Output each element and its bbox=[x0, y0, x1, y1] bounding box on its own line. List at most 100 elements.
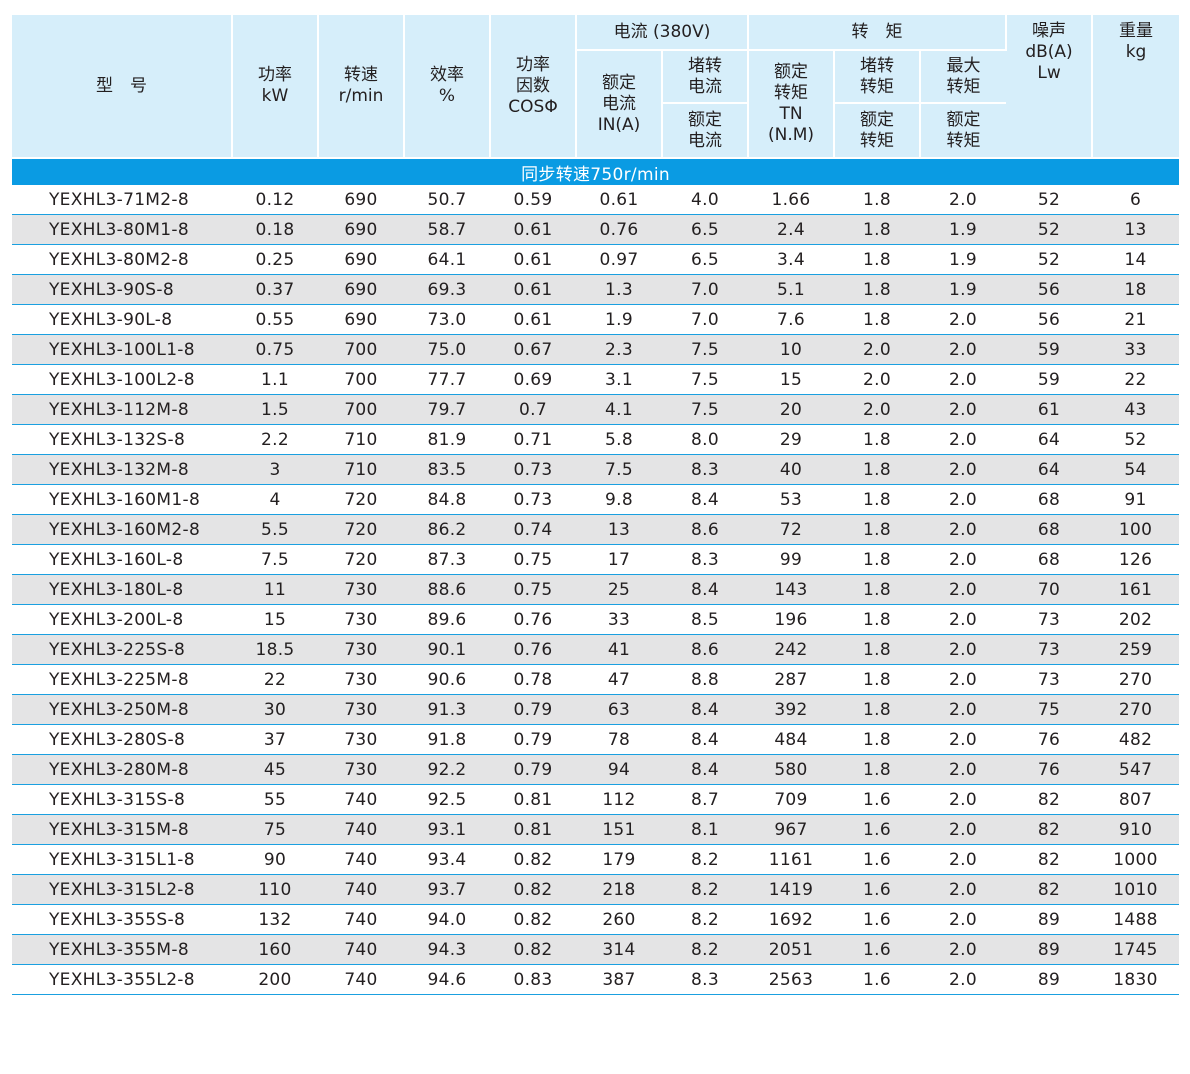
cell-speed: 690 bbox=[318, 304, 404, 335]
cell-rated-current: 218 bbox=[576, 874, 662, 905]
cell-rated-torque: 1.66 bbox=[748, 185, 834, 215]
cell-model: YEXHL3-225S-8 bbox=[12, 634, 232, 665]
cell-max-torque-ratio: 2.0 bbox=[920, 634, 1007, 665]
cell-locked-torque-ratio: 1.6 bbox=[834, 874, 920, 905]
cell-weight: 1488 bbox=[1092, 904, 1180, 935]
cell-rated-current: 33 bbox=[576, 604, 662, 635]
table-row: YEXHL3-315L1-8 90 740 93.4 0.82 179 8.2 1161 1.6… bbox=[12, 844, 1180, 875]
cell-model: YEXHL3-315S-8 bbox=[12, 784, 232, 815]
cell-locked-current-ratio: 7.0 bbox=[662, 304, 748, 335]
cell-noise: 82 bbox=[1006, 784, 1093, 815]
cell-power: 55 bbox=[232, 784, 318, 815]
cell-locked-current-ratio: 6.5 bbox=[662, 214, 748, 245]
cell-weight: 33 bbox=[1092, 334, 1180, 365]
cell-noise: 59 bbox=[1006, 364, 1093, 395]
cell-locked-torque-ratio: 1.6 bbox=[834, 844, 920, 875]
cell-model: YEXHL3-90S-8 bbox=[12, 274, 232, 305]
table-row: YEXHL3-355M-8 160 740 94.3 0.82 314 8.2 2051 1.6… bbox=[12, 934, 1180, 965]
cell-locked-current-ratio: 8.4 bbox=[662, 484, 748, 515]
cell-max-torque-ratio: 2.0 bbox=[920, 874, 1007, 905]
cell-speed: 730 bbox=[318, 634, 404, 665]
cell-rated-torque: 484 bbox=[748, 724, 834, 755]
cell-rated-current: 151 bbox=[576, 814, 662, 845]
cell-locked-torque-ratio: 1.8 bbox=[834, 304, 920, 335]
cell-locked-torque-ratio: 1.8 bbox=[834, 604, 920, 635]
cell-max-torque-ratio: 2.0 bbox=[920, 784, 1007, 815]
cell-noise: 73 bbox=[1006, 664, 1093, 695]
cell-noise: 76 bbox=[1006, 724, 1093, 755]
cell-rated-current: 78 bbox=[576, 724, 662, 755]
cell-weight: 482 bbox=[1092, 724, 1180, 755]
cell-weight: 52 bbox=[1092, 424, 1180, 455]
cell-efficiency: 88.6 bbox=[404, 574, 490, 605]
cell-efficiency: 58.7 bbox=[404, 214, 490, 245]
table-row: YEXHL3-200L-8 15 730 89.6 0.76 33 8.5 196 1.8 2.0… bbox=[12, 604, 1180, 635]
cell-rated-torque: 72 bbox=[748, 514, 834, 545]
cell-noise: 76 bbox=[1006, 754, 1093, 785]
cell-model: YEXHL3-160M1-8 bbox=[12, 484, 232, 515]
cell-noise: 64 bbox=[1006, 424, 1093, 455]
table-row: YEXHL3-355S-8 132 740 94.0 0.82 260 8.2 1692 1.6… bbox=[12, 904, 1180, 935]
cell-noise: 61 bbox=[1006, 394, 1093, 425]
cell-power-factor: 0.75 bbox=[490, 544, 576, 575]
cell-efficiency: 87.3 bbox=[404, 544, 490, 575]
cell-weight: 270 bbox=[1092, 664, 1180, 695]
cell-rated-current: 7.5 bbox=[576, 454, 662, 485]
cell-speed: 690 bbox=[318, 274, 404, 305]
table-body: 同步转速750r/min YEXHL3-71M2-8 0.12 690 50.7 0.5… bbox=[12, 158, 1180, 995]
cell-locked-torque-ratio: 2.0 bbox=[834, 334, 920, 365]
header-power-factor: 功率 因数 COSΦ bbox=[490, 15, 577, 159]
header-noise: 噪声 dB(A) Lw bbox=[1006, 15, 1094, 159]
cell-weight: 270 bbox=[1092, 694, 1180, 725]
cell-efficiency: 94.3 bbox=[404, 934, 490, 965]
cell-noise: 89 bbox=[1006, 934, 1093, 965]
cell-speed: 730 bbox=[318, 754, 404, 785]
cell-power-factor: 0.73 bbox=[490, 484, 576, 515]
cell-locked-current-ratio: 4.0 bbox=[662, 185, 748, 215]
cell-model: YEXHL3-355L2-8 bbox=[12, 964, 232, 995]
cell-power: 4 bbox=[232, 484, 318, 515]
cell-power: 45 bbox=[232, 754, 318, 785]
cell-weight: 6 bbox=[1092, 185, 1180, 215]
cell-power: 0.25 bbox=[232, 244, 318, 275]
cell-locked-torque-ratio: 1.8 bbox=[834, 214, 920, 245]
cell-locked-current-ratio: 8.2 bbox=[662, 844, 748, 875]
cell-weight: 202 bbox=[1092, 604, 1180, 635]
cell-locked-current-ratio: 7.0 bbox=[662, 274, 748, 305]
cell-max-torque-ratio: 2.0 bbox=[920, 934, 1007, 965]
cell-locked-torque-ratio: 1.6 bbox=[834, 814, 920, 845]
cell-locked-torque-ratio: 1.8 bbox=[834, 185, 920, 215]
table-row: YEXHL3-80M2-8 0.25 690 64.1 0.61 0.97 6.5 3.4 1.… bbox=[12, 244, 1180, 275]
cell-rated-torque: 10 bbox=[748, 334, 834, 365]
cell-model: YEXHL3-80M1-8 bbox=[12, 214, 232, 245]
cell-efficiency: 94.0 bbox=[404, 904, 490, 935]
cell-rated-torque: 20 bbox=[748, 394, 834, 425]
cell-speed: 690 bbox=[318, 244, 404, 275]
cell-weight: 259 bbox=[1092, 634, 1180, 665]
cell-rated-current: 13 bbox=[576, 514, 662, 545]
cell-model: YEXHL3-132M-8 bbox=[12, 454, 232, 485]
cell-rated-torque: 3.4 bbox=[748, 244, 834, 275]
section-title: 同步转速750r/min bbox=[12, 158, 1180, 185]
cell-noise: 68 bbox=[1006, 484, 1093, 515]
header-locked-current-bottom: 额定 电流 bbox=[662, 103, 749, 159]
cell-max-torque-ratio: 2.0 bbox=[920, 334, 1007, 365]
cell-efficiency: 92.5 bbox=[404, 784, 490, 815]
cell-rated-torque: 29 bbox=[748, 424, 834, 455]
cell-power-factor: 0.61 bbox=[490, 214, 576, 245]
table-row: YEXHL3-315L2-8 110 740 93.7 0.82 218 8.2 1419 1.… bbox=[12, 874, 1180, 905]
cell-power-factor: 0.82 bbox=[490, 904, 576, 935]
table-row: YEXHL3-250M-8 30 730 91.3 0.79 63 8.4 392 1.8 2.0… bbox=[12, 694, 1180, 725]
cell-weight: 910 bbox=[1092, 814, 1180, 845]
cell-efficiency: 50.7 bbox=[404, 185, 490, 215]
cell-speed: 740 bbox=[318, 814, 404, 845]
cell-weight: 547 bbox=[1092, 754, 1180, 785]
cell-rated-current: 0.76 bbox=[576, 214, 662, 245]
cell-noise: 52 bbox=[1006, 185, 1093, 215]
cell-power: 11 bbox=[232, 574, 318, 605]
cell-rated-current: 4.1 bbox=[576, 394, 662, 425]
cell-rated-current: 179 bbox=[576, 844, 662, 875]
cell-noise: 56 bbox=[1006, 274, 1093, 305]
cell-efficiency: 89.6 bbox=[404, 604, 490, 635]
cell-noise: 73 bbox=[1006, 604, 1093, 635]
